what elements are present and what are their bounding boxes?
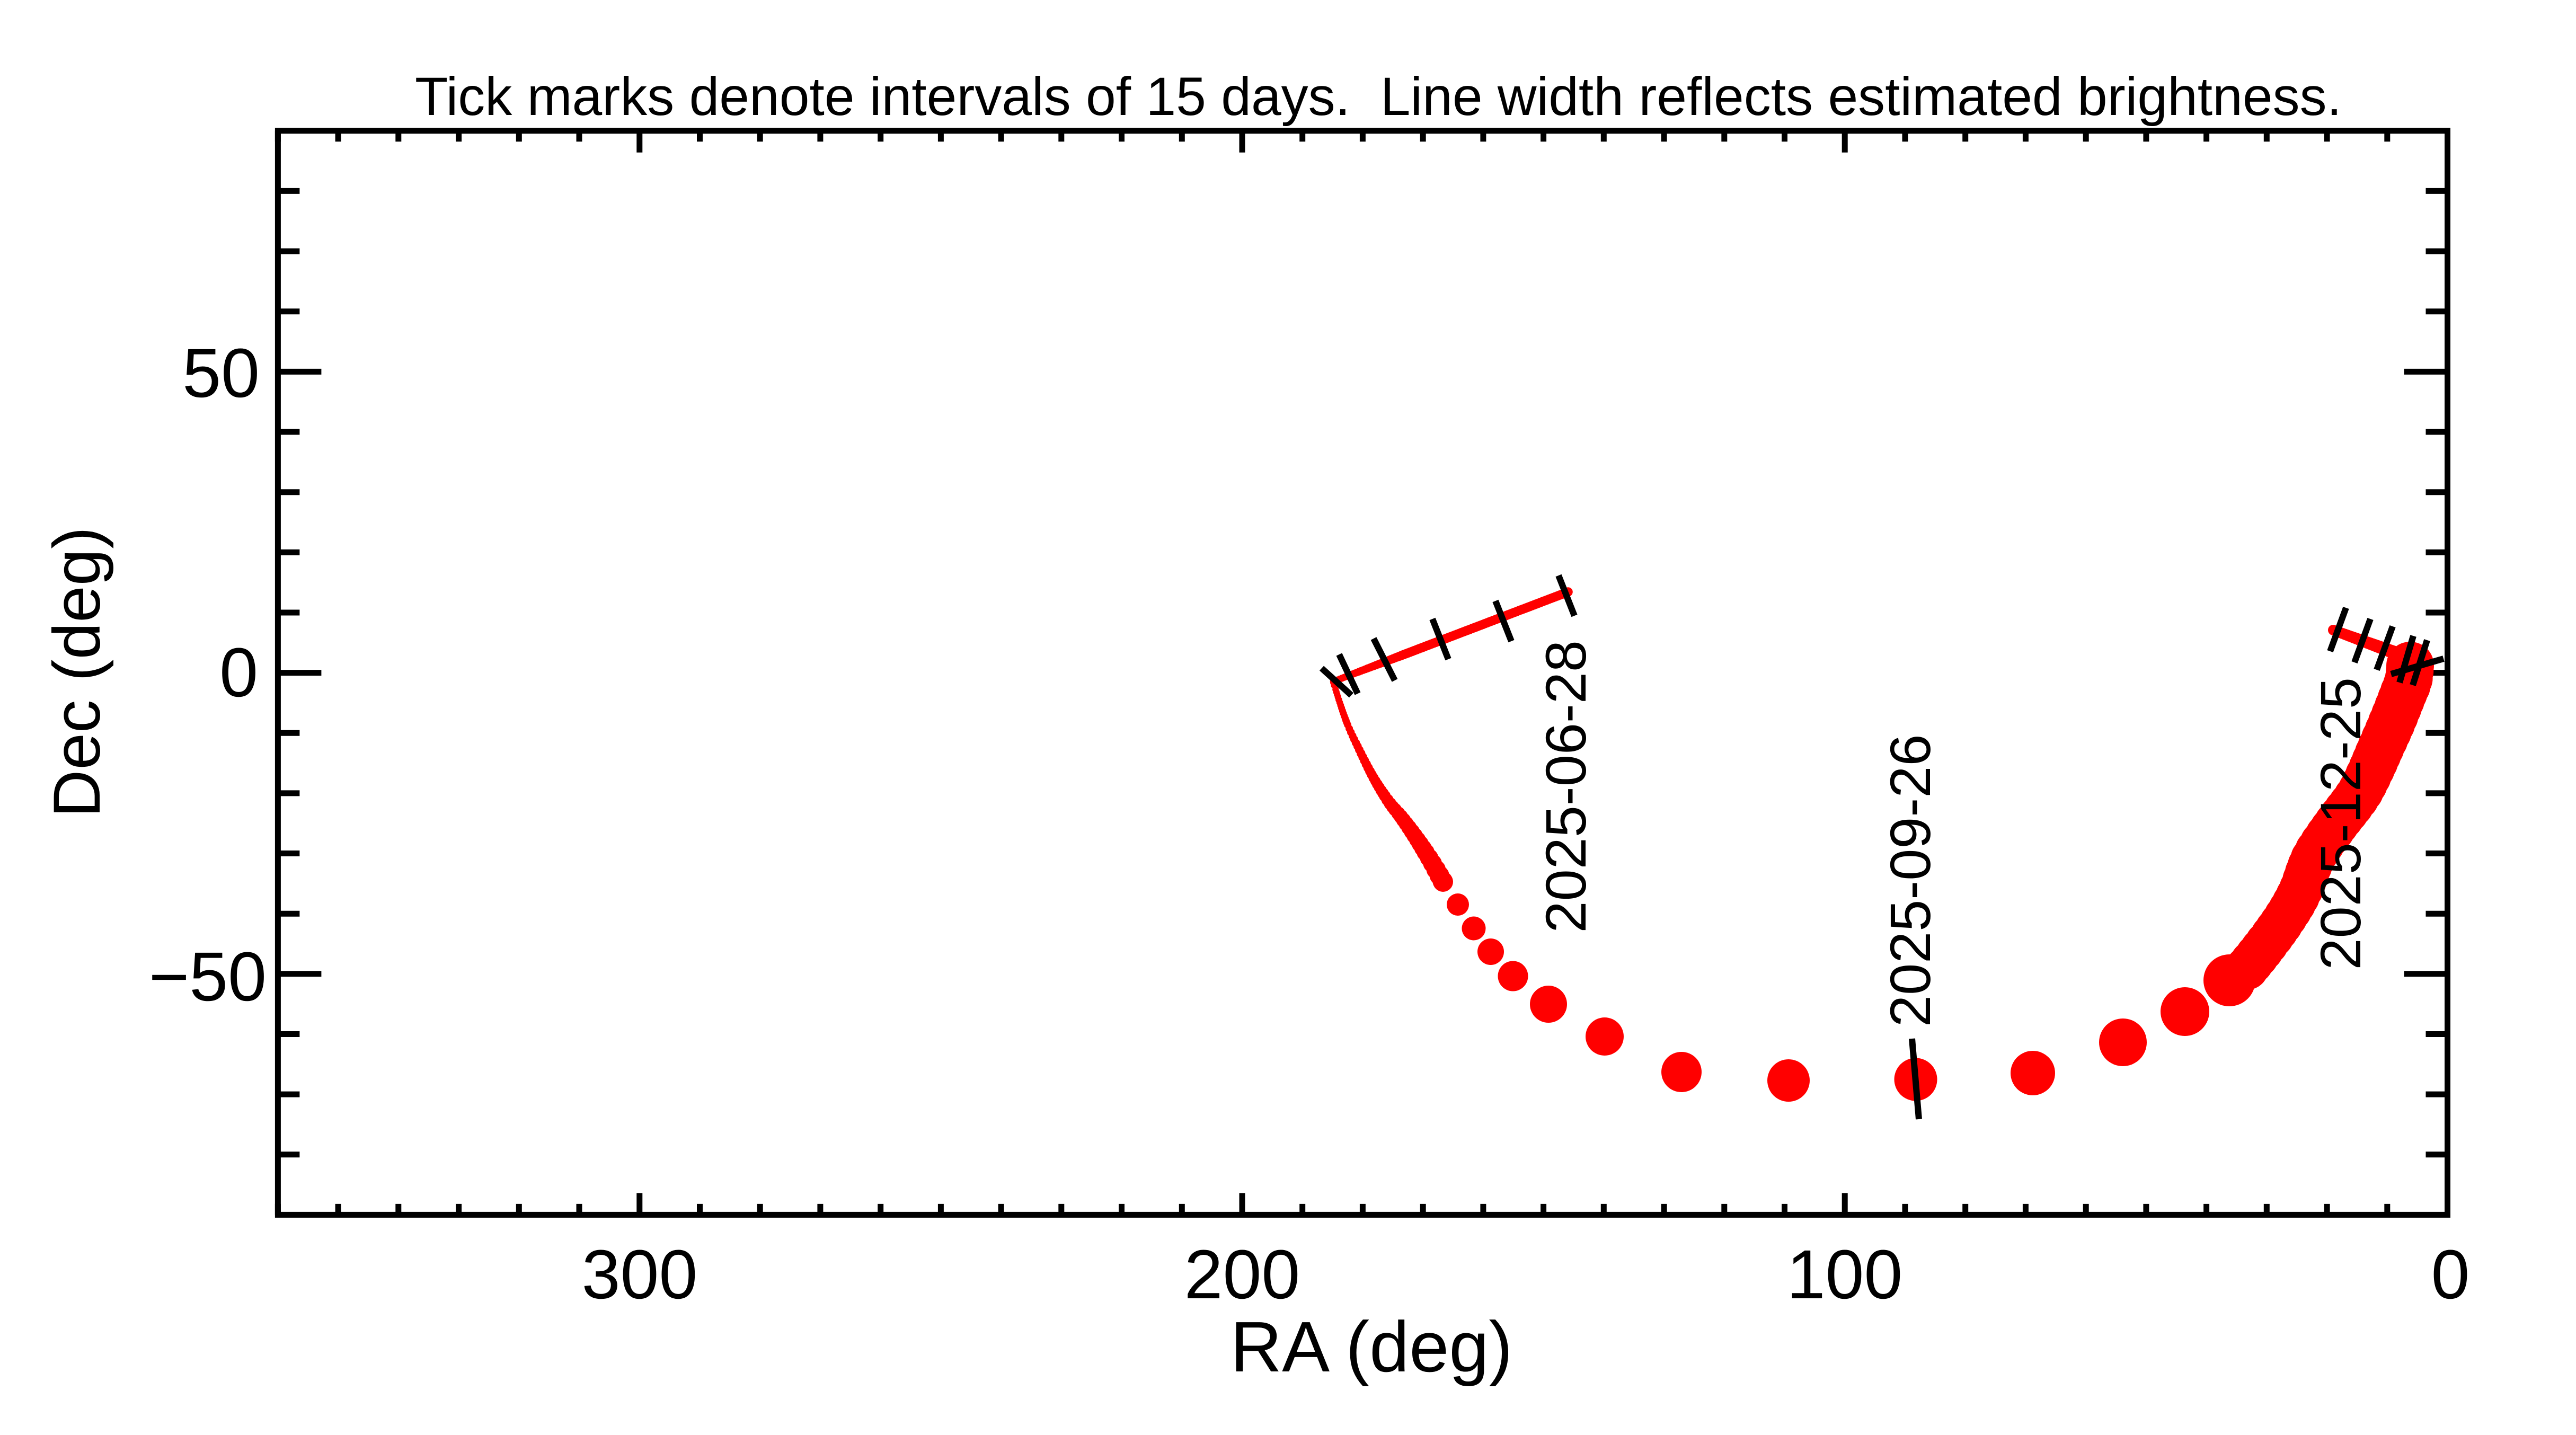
svg-text:Dec (deg): Dec (deg)	[40, 527, 114, 818]
svg-text:200: 200	[1184, 1235, 1300, 1313]
svg-text:RA (deg): RA (deg)	[1231, 1307, 1513, 1387]
svg-text:100: 100	[1787, 1235, 1903, 1313]
svg-text:Tick marks denote intervals of: Tick marks denote intervals of 15 days. …	[415, 66, 2342, 127]
svg-text:2025-12-25: 2025-12-25	[2308, 677, 2373, 970]
svg-text:300: 300	[582, 1235, 698, 1313]
svg-text:2025-06-28: 2025-06-28	[1534, 640, 1598, 933]
svg-text:0: 0	[219, 633, 258, 711]
svg-text:2025-09-26: 2025-09-26	[1878, 734, 1942, 1027]
svg-text:0: 0	[2431, 1235, 2470, 1313]
svg-text:−50: −50	[149, 937, 267, 1015]
svg-text:50: 50	[182, 334, 260, 412]
